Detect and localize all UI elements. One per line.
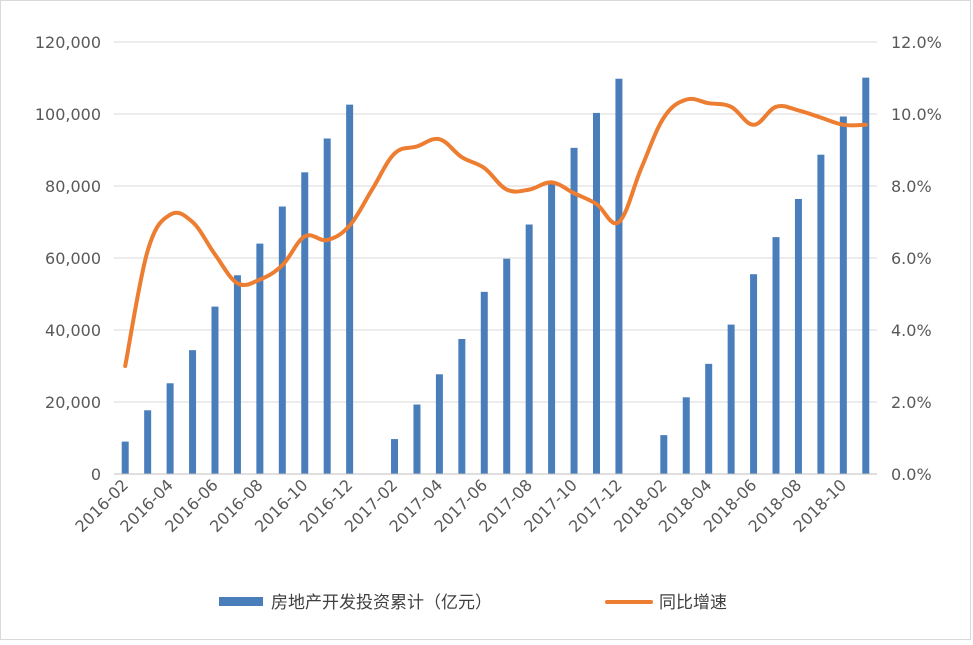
bar (817, 154, 825, 474)
left-axis-tick-label: 60,000 (45, 249, 101, 268)
bar (144, 410, 152, 474)
bar (413, 404, 421, 474)
bar (503, 258, 511, 474)
bar (839, 116, 847, 475)
bar (480, 291, 488, 474)
left-axis-tick-label: 120,000 (35, 33, 101, 52)
left-axis-tick-label: 0 (91, 465, 101, 484)
bar (570, 147, 578, 474)
bar (682, 397, 690, 474)
bar (794, 198, 802, 474)
right-axis-tick-label: 4.0% (891, 321, 932, 340)
bar (750, 274, 758, 474)
bar (772, 237, 780, 474)
bar (189, 350, 197, 474)
left-axis-ticks: 0 20,000 40,000 60,000 80,000 100,000 120,000 (35, 33, 101, 484)
bar (391, 439, 399, 474)
right-axis-tick-label: 12.0% (891, 33, 942, 52)
bar (278, 206, 286, 474)
left-axis-tick-label: 40,000 (45, 321, 101, 340)
legend: 房地产开发投资累计（亿元） 同比增速 (219, 593, 727, 613)
bar (592, 112, 600, 475)
bar (525, 224, 533, 474)
growth-rate-line (123, 96, 868, 368)
bar (727, 324, 735, 474)
bar (301, 172, 309, 474)
bar (862, 77, 870, 474)
bar (166, 383, 174, 474)
bar (323, 138, 331, 475)
bar-series (121, 77, 870, 475)
line-series (123, 96, 868, 368)
right-axis-tick-label: 0.0% (891, 465, 932, 484)
left-axis-tick-label: 80,000 (45, 177, 101, 196)
bar (121, 441, 129, 474)
legend-swatch-investment (219, 597, 263, 606)
bar (435, 374, 443, 474)
right-axis-tick-label: 6.0% (891, 249, 932, 268)
bar (233, 275, 241, 474)
legend-label-growth: 同比增速 (659, 593, 727, 613)
bar (548, 183, 556, 474)
bar (458, 339, 466, 474)
right-axis-tick-label: 10.0% (891, 105, 942, 124)
right-axis-ticks: 0.0% 2.0% 4.0% 6.0% 8.0% 10.0% 12.0% (891, 33, 942, 484)
right-axis-tick-label: 8.0% (891, 177, 932, 196)
gridlines (114, 41, 877, 403)
bar (705, 363, 713, 474)
bar (256, 243, 264, 474)
left-axis-tick-label: 100,000 (35, 105, 101, 124)
right-axis-tick-label: 2.0% (891, 393, 932, 412)
legend-label-investment: 房地产开发投资累计（亿元） (271, 593, 492, 613)
bar (346, 104, 354, 474)
bar (615, 78, 623, 474)
bar (660, 435, 668, 474)
left-axis-tick-label: 20,000 (45, 393, 101, 412)
bar (211, 306, 219, 474)
x-axis-ticks: 2016-022016-042016-062016-082016-102016-… (71, 475, 850, 536)
